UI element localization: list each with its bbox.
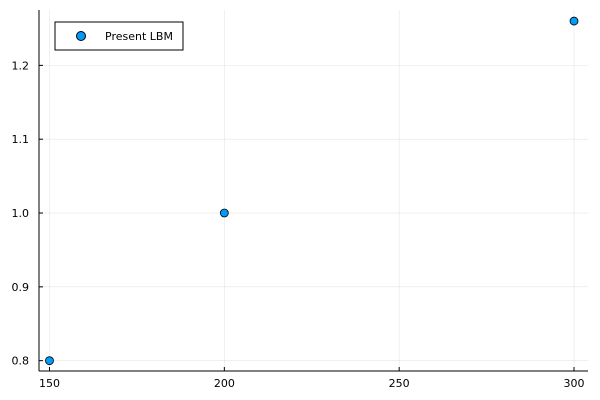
data-point <box>219 208 229 218</box>
x-tick-label: 250 <box>389 377 410 390</box>
legend: Present LBM <box>54 21 184 51</box>
x-tick-label: 150 <box>39 377 60 390</box>
x-tick-label: 300 <box>564 377 585 390</box>
y-tick-label: 1.0 <box>12 207 30 220</box>
points-layer <box>45 16 579 366</box>
data-point <box>569 16 579 26</box>
legend-marker-present-lbm <box>76 31 86 41</box>
data-point <box>45 356 54 366</box>
y-tick-label: 0.8 <box>12 355 30 368</box>
y-tick-label: 1.1 <box>12 133 30 146</box>
grid-layer <box>39 10 588 371</box>
x-tick-label: 200 <box>214 377 235 390</box>
axes-layer <box>38 10 588 372</box>
legend-label-present-lbm: Present LBM <box>105 30 173 43</box>
y-tick-label: 0.9 <box>12 281 30 294</box>
ticks-layer: 150 200 250 300 0.8 0.9 1.0 1.1 1.2 <box>12 59 585 390</box>
y-tick-label: 1.2 <box>12 59 30 72</box>
